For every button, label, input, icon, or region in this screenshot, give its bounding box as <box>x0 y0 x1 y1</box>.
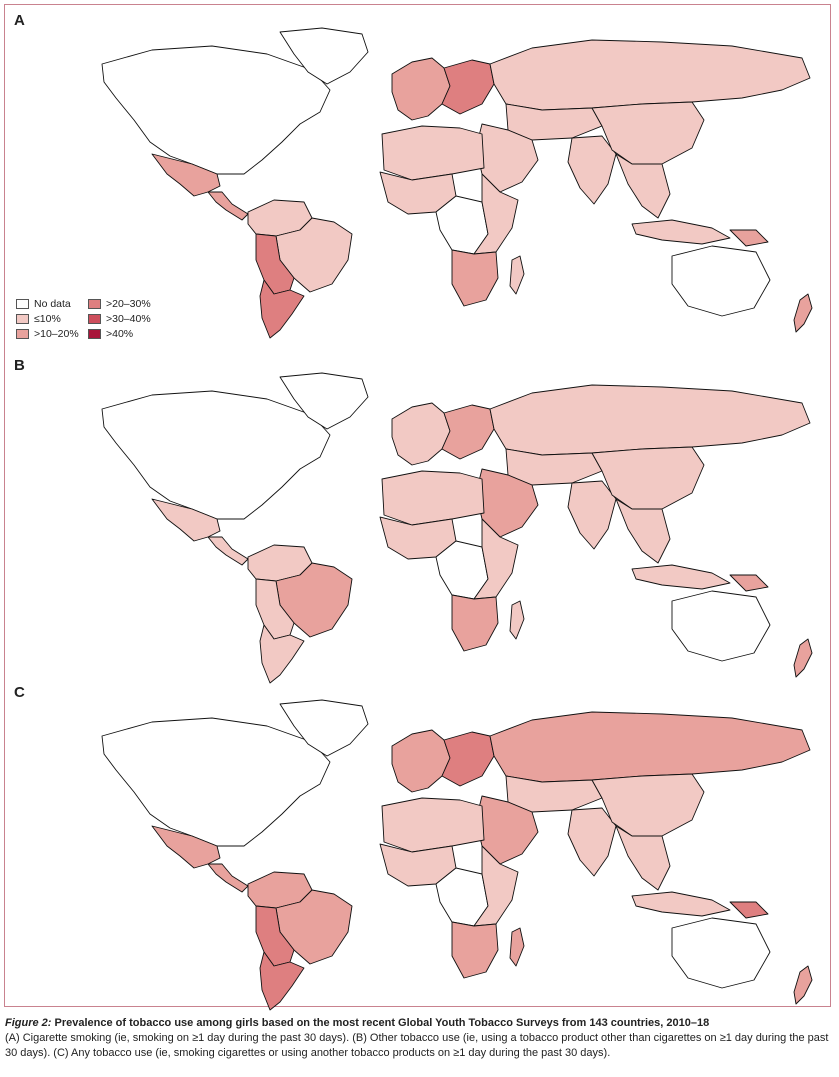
panel-label-b: B <box>14 357 25 374</box>
region-central-america <box>207 191 249 221</box>
legend-swatch-gt40 <box>88 329 101 339</box>
region-europe-west <box>391 57 451 121</box>
panel-label-a: A <box>14 12 25 29</box>
region-indonesia <box>631 219 731 245</box>
region-patagonia <box>259 951 305 1011</box>
region-central-america <box>207 536 249 566</box>
region-north-america <box>101 390 331 520</box>
region-russia <box>489 711 811 783</box>
region-australia <box>671 590 771 662</box>
region-greenland <box>279 27 369 85</box>
region-madagascar <box>509 600 525 640</box>
legend-label: >10–20% <box>34 328 79 340</box>
region-india <box>567 807 617 877</box>
caption-title: Figure 2: Prevalence of tobacco use amon… <box>5 1017 709 1029</box>
caption-body: (A) Cigarette smoking (ie, smoking on ≥1… <box>5 1032 829 1059</box>
region-new-zealand <box>793 293 813 333</box>
legend-label: >40% <box>106 328 134 340</box>
world-map-c <box>101 699 813 1011</box>
caption-title-text: Prevalence of tobacco use among girls ba… <box>51 1017 710 1029</box>
region-southern-africa <box>451 921 499 979</box>
region-india <box>567 135 617 205</box>
region-north-africa <box>381 470 485 526</box>
region-europe-east <box>441 404 495 460</box>
region-north-africa <box>381 797 485 853</box>
legend-swatch-20-30 <box>88 299 101 309</box>
region-china <box>591 446 705 510</box>
region-new-zealand <box>793 965 813 1005</box>
region-australia <box>671 917 771 989</box>
region-patagonia <box>259 279 305 339</box>
region-indonesia <box>631 564 731 590</box>
map-panel-c: C <box>12 684 827 1014</box>
region-north-america <box>101 45 331 175</box>
region-europe-west <box>391 402 451 466</box>
region-india <box>567 480 617 550</box>
legend-swatch-30-40 <box>88 314 101 324</box>
map-panel-a: A No data ≤10% >10–20% >20–30% >30–40% >… <box>12 12 827 342</box>
legend-label: >20–30% <box>106 298 151 310</box>
figure-caption: Figure 2: Prevalence of tobacco use amon… <box>5 1016 830 1061</box>
region-russia <box>489 39 811 111</box>
region-southern-africa <box>451 249 499 307</box>
region-southeast-asia <box>615 825 671 891</box>
world-map-b <box>101 372 813 684</box>
region-patagonia <box>259 624 305 684</box>
region-europe-west <box>391 729 451 793</box>
region-southern-africa <box>451 594 499 652</box>
legend-label: >30–40% <box>106 313 151 325</box>
region-central-asia <box>505 448 603 486</box>
region-europe-east <box>441 731 495 787</box>
legend-swatch-10-20 <box>16 329 29 339</box>
legend-label: No data <box>34 298 71 310</box>
region-russia <box>489 384 811 456</box>
region-new-zealand <box>793 638 813 678</box>
region-papua <box>729 901 769 919</box>
figure-label: Figure 2: <box>5 1017 52 1029</box>
panel-label-c: C <box>14 684 25 701</box>
figure-frame <box>4 4 831 1007</box>
region-papua <box>729 229 769 247</box>
region-australia <box>671 245 771 317</box>
legend-label: ≤10% <box>34 313 61 325</box>
legend-swatch-le10 <box>16 314 29 324</box>
world-map-a <box>101 27 813 339</box>
region-north-africa <box>381 125 485 181</box>
region-greenland <box>279 372 369 430</box>
region-greenland <box>279 699 369 757</box>
region-china <box>591 101 705 165</box>
region-southeast-asia <box>615 498 671 564</box>
region-central-america <box>207 863 249 893</box>
map-panel-b: B <box>12 357 827 687</box>
region-china <box>591 773 705 837</box>
region-indonesia <box>631 891 731 917</box>
region-papua <box>729 574 769 592</box>
region-europe-east <box>441 59 495 115</box>
region-central-asia <box>505 103 603 141</box>
region-madagascar <box>509 255 525 295</box>
region-central-asia <box>505 775 603 813</box>
region-southeast-asia <box>615 153 671 219</box>
legend-swatch-no-data <box>16 299 29 309</box>
region-north-america <box>101 717 331 847</box>
region-madagascar <box>509 927 525 967</box>
